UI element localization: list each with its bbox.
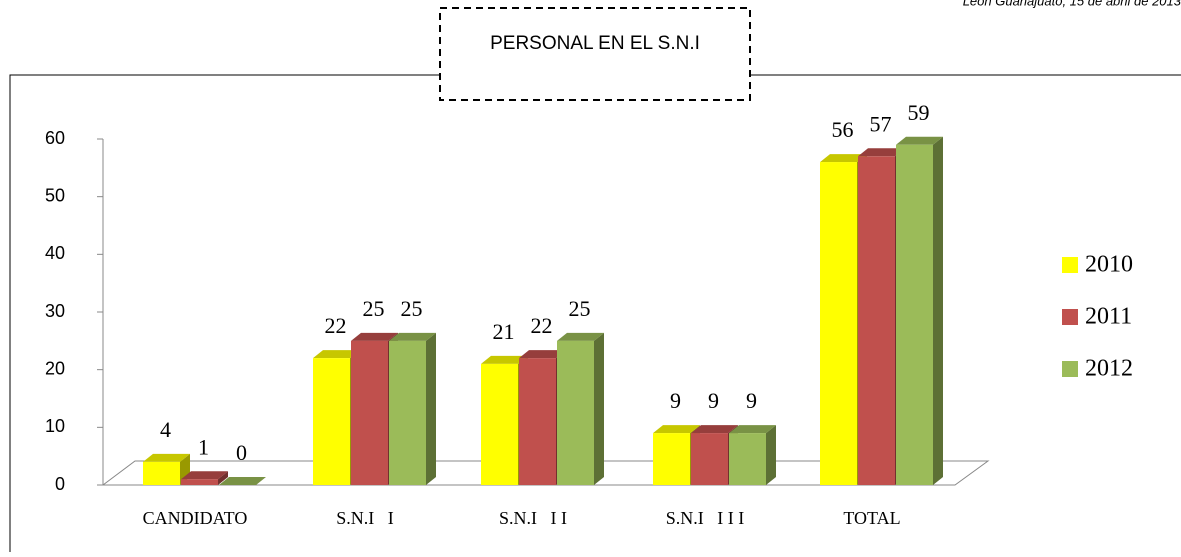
bar-face [351, 340, 388, 485]
data-label: 59 [908, 100, 930, 125]
title-box [439, 7, 751, 101]
legend-label: 2011 [1085, 304, 1132, 330]
x-tick-label: S.N.I I I I [666, 508, 745, 528]
bar-face [820, 162, 857, 486]
y-tick-label: 50 [45, 185, 65, 205]
data-label: 25 [401, 296, 423, 321]
bar-face [143, 453, 190, 462]
x-tick-label: TOTAL [843, 508, 900, 528]
y-tick-label: 0 [55, 474, 65, 494]
bar-face [691, 425, 738, 434]
x-tick-label: S.N.I I I [499, 508, 567, 528]
data-label: 21 [493, 319, 515, 344]
y-tick-label: 60 [45, 128, 65, 148]
bar-face [426, 332, 436, 485]
bar-face [729, 425, 776, 434]
bar-face [594, 332, 604, 485]
x-tick-label: S.N.I I [336, 508, 394, 528]
bar-face [389, 332, 436, 341]
bar-face [481, 355, 528, 364]
bar-face [766, 425, 776, 485]
data-label: 56 [832, 117, 854, 142]
bar [219, 477, 266, 485]
data-label: 9 [746, 388, 757, 413]
bar-face [896, 144, 933, 485]
bar-face [313, 358, 350, 485]
bar-face [219, 477, 266, 485]
legend-swatch [1062, 257, 1078, 273]
data-label: 4 [160, 417, 171, 442]
data-label: 9 [670, 388, 681, 413]
data-label: 9 [708, 388, 719, 413]
data-label: 25 [569, 296, 591, 321]
bar-face [896, 136, 943, 145]
chart-title: PERSONAL EN EL S.N.I [490, 33, 700, 54]
bar [389, 332, 436, 485]
bar-face [519, 358, 556, 485]
bar [181, 471, 228, 485]
data-label: 25 [363, 296, 385, 321]
bar-face [313, 350, 360, 359]
legend-swatch [1062, 309, 1078, 325]
date-note: León Guanajuato, 15 de abril de 2013 [963, 0, 1181, 8]
legend-label: 2010 [1085, 252, 1133, 278]
bar-face [181, 479, 218, 485]
data-label: 0 [236, 440, 247, 465]
bar-face [557, 332, 604, 341]
bar-face [557, 340, 594, 485]
data-label: 22 [325, 313, 347, 338]
bar [729, 425, 776, 485]
bar-face [181, 471, 228, 480]
bar-face [653, 425, 700, 434]
bar-face [218, 471, 228, 485]
bar-face [519, 350, 566, 359]
bar-face [820, 154, 867, 163]
bar-face [653, 433, 690, 485]
data-label: 1 [198, 434, 209, 459]
y-tick-label: 40 [45, 243, 65, 263]
bar-face [691, 433, 728, 485]
bar-face [729, 433, 766, 485]
bar-face [481, 363, 518, 485]
bar-face [858, 156, 895, 486]
legend-swatch [1062, 361, 1078, 377]
bar-face [933, 136, 943, 485]
data-label: 57 [870, 111, 892, 136]
bar-face [351, 332, 398, 341]
bar-face [143, 461, 180, 485]
y-tick-label: 10 [45, 416, 65, 436]
bar-face [858, 148, 905, 157]
y-tick-label: 20 [45, 358, 65, 378]
bar [896, 136, 943, 485]
x-tick-label: CANDIDATO [143, 508, 248, 528]
bar-face [389, 340, 426, 485]
legend-label: 2012 [1085, 356, 1133, 382]
bar [481, 355, 528, 485]
data-label: 22 [531, 313, 553, 338]
bar [557, 332, 604, 485]
y-tick-label: 30 [45, 301, 65, 321]
